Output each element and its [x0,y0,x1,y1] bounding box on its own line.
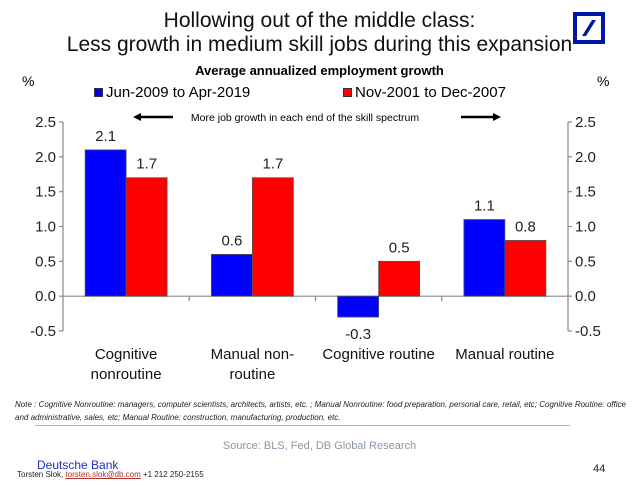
right-axis-unit: % [597,73,610,89]
chart-title: Average annualized employment growth [195,63,444,78]
category-label: routine [229,366,275,383]
bar-chart: More job growth in each end of the skill… [30,112,601,383]
left-tick-label: 2.5 [35,114,56,131]
left-tick-label: 0.0 [35,288,56,305]
divider [35,425,570,426]
left-tick-label: 1.5 [35,184,56,201]
left-tick-label: 0.5 [35,253,56,270]
right-tick-label: 1.5 [575,184,596,201]
author-name: Torsten Slok, [17,470,66,479]
left-tick-label: 1.0 [35,219,56,236]
footnote: Note : Cognitive Nonroutine: managers, c… [15,400,626,422]
right-tick-label: -0.5 [575,323,601,340]
slide-title-line1: Hollowing out of the middle class: [163,9,476,32]
legend-swatch-blue [94,88,103,97]
data-label: -0.3 [345,326,371,343]
data-label: 1.1 [474,198,495,215]
legend-item-series-1: Jun-2009 to Apr-2019 [94,84,250,101]
source-text: Source: BLS, Fed, DB Global Research [222,440,417,452]
legend-swatch-red [343,88,352,97]
company-name: Deutsche Bank [37,458,119,472]
left-tick-label: -0.5 [30,323,56,340]
category-label: Manual routine [455,346,554,363]
bar-blue [84,149,127,297]
data-label: 0.5 [389,239,410,256]
bar-red [504,240,547,297]
category-label: Manual non- [211,346,294,363]
right-tick-label: 0.0 [575,288,596,305]
right-tick-label: 1.0 [575,219,596,236]
bar-red [125,177,168,297]
phone-number: +1 212 250-2155 [140,470,204,479]
data-label: 1.7 [262,156,283,173]
bar-blue [337,295,380,318]
data-label: 0.8 [515,218,536,235]
data-label: 1.7 [136,156,157,173]
data-label: 2.1 [95,128,116,145]
right-arrowhead-icon [493,113,501,121]
deutsche-bank-logo-icon [573,12,605,44]
annotation: More job growth in each end of the skill… [133,112,501,124]
annotation-text: More job growth in each end of the skill… [191,112,419,124]
legend-label: Nov-2001 to Dec-2007 [355,84,506,101]
left-arrowhead-icon [133,113,141,121]
bar-blue [463,219,506,297]
bar-red [251,177,294,297]
email-link[interactable]: torsten.slok@db.com [65,470,141,479]
legend-label: Jun-2009 to Apr-2019 [106,84,251,101]
bar-blue [210,253,253,297]
left-axis-unit: % [22,73,35,89]
right-tick-label: 2.0 [575,149,596,166]
right-tick-label: 2.5 [575,114,596,131]
right-tick-label: 0.5 [575,253,596,270]
contact-line: Torsten Slok, torsten.slok@db.com +1 212… [17,470,204,479]
legend-item-series-2: Nov-2001 to Dec-2007 [343,84,506,101]
slide-title-line2: Less growth in medium skill jobs during … [66,33,573,56]
category-label: Cognitive [95,346,158,363]
data-label: 0.6 [221,232,242,249]
category-label: Cognitive routine [322,346,435,363]
page-number: 44 [593,463,606,475]
left-tick-label: 2.0 [35,149,56,166]
bar-red [378,260,421,297]
category-label: nonroutine [91,366,162,383]
